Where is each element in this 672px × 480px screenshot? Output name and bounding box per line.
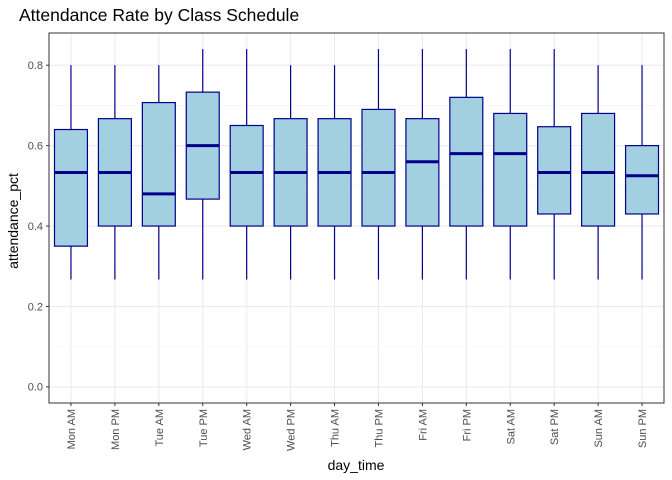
box-wed-am	[229, 49, 264, 280]
x-axis-ticks: Mon AM Mon PM Tue AM Tue PM Wed AM Wed PM Thu …	[66, 403, 649, 451]
box-iqr	[493, 112, 528, 227]
box-iqr	[361, 108, 396, 227]
x-tick-label: Wed PM	[286, 409, 298, 451]
x-tick-label: Wed AM	[242, 409, 254, 450]
box-iqr	[537, 126, 572, 215]
panel-border	[48, 32, 665, 404]
x-axis-title: day_time	[328, 457, 385, 473]
box-iqr	[449, 96, 484, 227]
y-axis-ticks: 0.0 0.2 0.4 0.6 0.8	[28, 60, 49, 394]
box-iqr	[229, 124, 264, 227]
box-tue-pm	[185, 49, 220, 280]
box-iqr	[405, 118, 440, 227]
chart-title: Attendance Rate by Class Schedule	[19, 5, 299, 25]
box-plots	[53, 49, 660, 280]
x-tick-label: Fri PM	[461, 409, 473, 441]
box-sat-pm	[537, 49, 572, 280]
box-iqr	[581, 112, 616, 227]
box-sun-pm	[624, 65, 660, 280]
y-tick-label: 0.6	[28, 140, 43, 152]
box-wed-pm	[273, 65, 308, 280]
box-fri-am	[405, 49, 440, 280]
y-tick-label: 0.2	[28, 301, 43, 313]
box-thu-am	[317, 65, 352, 280]
y-axis-title: attendance_pct	[5, 173, 21, 269]
y-tick-label: 0.0	[28, 382, 43, 394]
x-tick-label: Mon PM	[110, 409, 122, 450]
box-sat-am	[493, 49, 528, 280]
box-iqr	[141, 101, 176, 227]
box-fri-pm	[449, 49, 484, 280]
x-tick-label: Sun PM	[637, 409, 649, 448]
box-tue-am	[141, 65, 176, 280]
x-tick-label: Sat AM	[505, 409, 517, 444]
x-tick-label: Mon AM	[66, 409, 78, 449]
x-tick-label: Thu PM	[373, 409, 385, 448]
y-tick-label: 0.4	[28, 221, 43, 233]
box-iqr	[624, 145, 660, 215]
y-tick-label: 0.8	[28, 60, 43, 72]
x-tick-label: Tue PM	[198, 409, 210, 447]
x-tick-label: Fri AM	[417, 409, 429, 441]
box-iqr	[53, 128, 89, 247]
x-tick-label: Thu AM	[330, 409, 342, 447]
x-tick-label: Tue AM	[154, 409, 166, 447]
box-mon-am	[53, 65, 89, 280]
x-tick-label: Sun AM	[593, 409, 605, 448]
box-thu-pm	[361, 49, 396, 280]
x-tick-label: Sat PM	[549, 409, 561, 445]
box-mon-pm	[97, 65, 132, 280]
box-sun-am	[581, 65, 616, 280]
